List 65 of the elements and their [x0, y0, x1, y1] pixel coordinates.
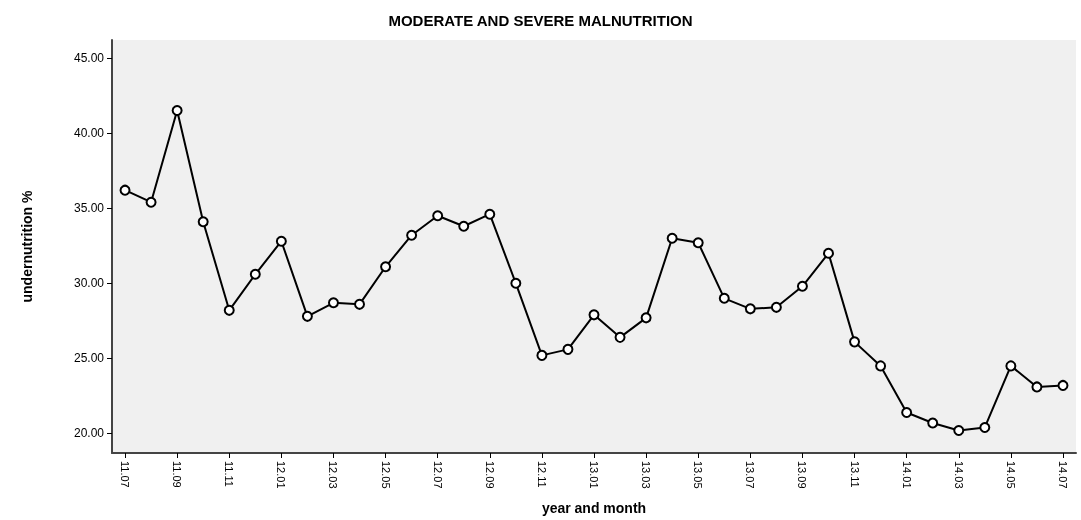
chart-title: MODERATE AND SEVERE MALNUTRITION: [388, 12, 693, 29]
point: [1031, 381, 1043, 393]
point: [562, 343, 574, 355]
x-tick-label: 12.01: [275, 461, 288, 489]
x-tick-label: 12.09: [483, 461, 496, 489]
point: [849, 336, 861, 348]
y-tick-label: 40.00: [73, 126, 105, 141]
x-tick-label: 13.09: [796, 461, 809, 489]
point: [354, 298, 366, 310]
x-tick-label: 11.07: [119, 461, 132, 488]
x-tick-label: 14.05: [1004, 461, 1017, 489]
x-tick-label: 12.07: [431, 461, 444, 489]
point: [1057, 379, 1069, 391]
x-tick-label: 12.03: [327, 461, 340, 489]
y-tick-label: 30.00: [73, 276, 105, 291]
point: [875, 360, 887, 372]
point: [171, 105, 183, 117]
point: [536, 349, 548, 361]
point: [823, 247, 834, 259]
point: [327, 297, 339, 309]
point: [406, 229, 418, 241]
x-tick-label: 12.05: [379, 461, 392, 489]
point: [614, 331, 626, 343]
point: [458, 220, 470, 232]
x-tick-label: 13.07: [744, 461, 757, 489]
point: [249, 268, 261, 280]
point: [1005, 360, 1017, 372]
y-axis-title: undernutrition %: [19, 189, 35, 303]
x-tick-label: 14.03: [952, 461, 965, 489]
x-tick-label: 14.07: [1056, 461, 1069, 489]
point: [432, 210, 444, 222]
point: [275, 235, 287, 247]
point: [744, 303, 756, 315]
x-tick-label: 13.11: [848, 461, 861, 488]
point: [145, 196, 157, 208]
point: [119, 184, 131, 196]
y-tick-label: 20.00: [73, 426, 105, 441]
point: [197, 216, 209, 228]
point: [510, 277, 522, 289]
x-tick-label: 13.03: [640, 461, 653, 489]
x-axis-title: year and month: [541, 500, 647, 516]
point: [692, 237, 704, 249]
point: [901, 406, 913, 418]
y-tick-label: 45.00: [73, 51, 105, 66]
point: [770, 301, 782, 313]
point: [301, 310, 313, 322]
point: [640, 312, 652, 324]
point: [953, 424, 965, 436]
point: [666, 232, 678, 244]
point: [223, 304, 235, 316]
x-tick-label: 12.11: [535, 461, 548, 488]
x-tick-label: 14.01: [900, 461, 913, 489]
point: [979, 421, 991, 433]
x-tick-label: 13.05: [692, 461, 705, 489]
point: [796, 280, 808, 292]
point: [927, 417, 939, 429]
y-tick-label: 35.00: [73, 201, 105, 216]
y-tick-label: 25.00: [73, 351, 105, 366]
point: [380, 261, 392, 273]
point: [718, 292, 730, 304]
x-tick-label: 11.11: [223, 461, 236, 487]
point: [588, 309, 600, 321]
x-tick-label: 11.09: [171, 461, 184, 488]
x-tick-label: 13.01: [588, 461, 600, 489]
point: [484, 208, 496, 220]
